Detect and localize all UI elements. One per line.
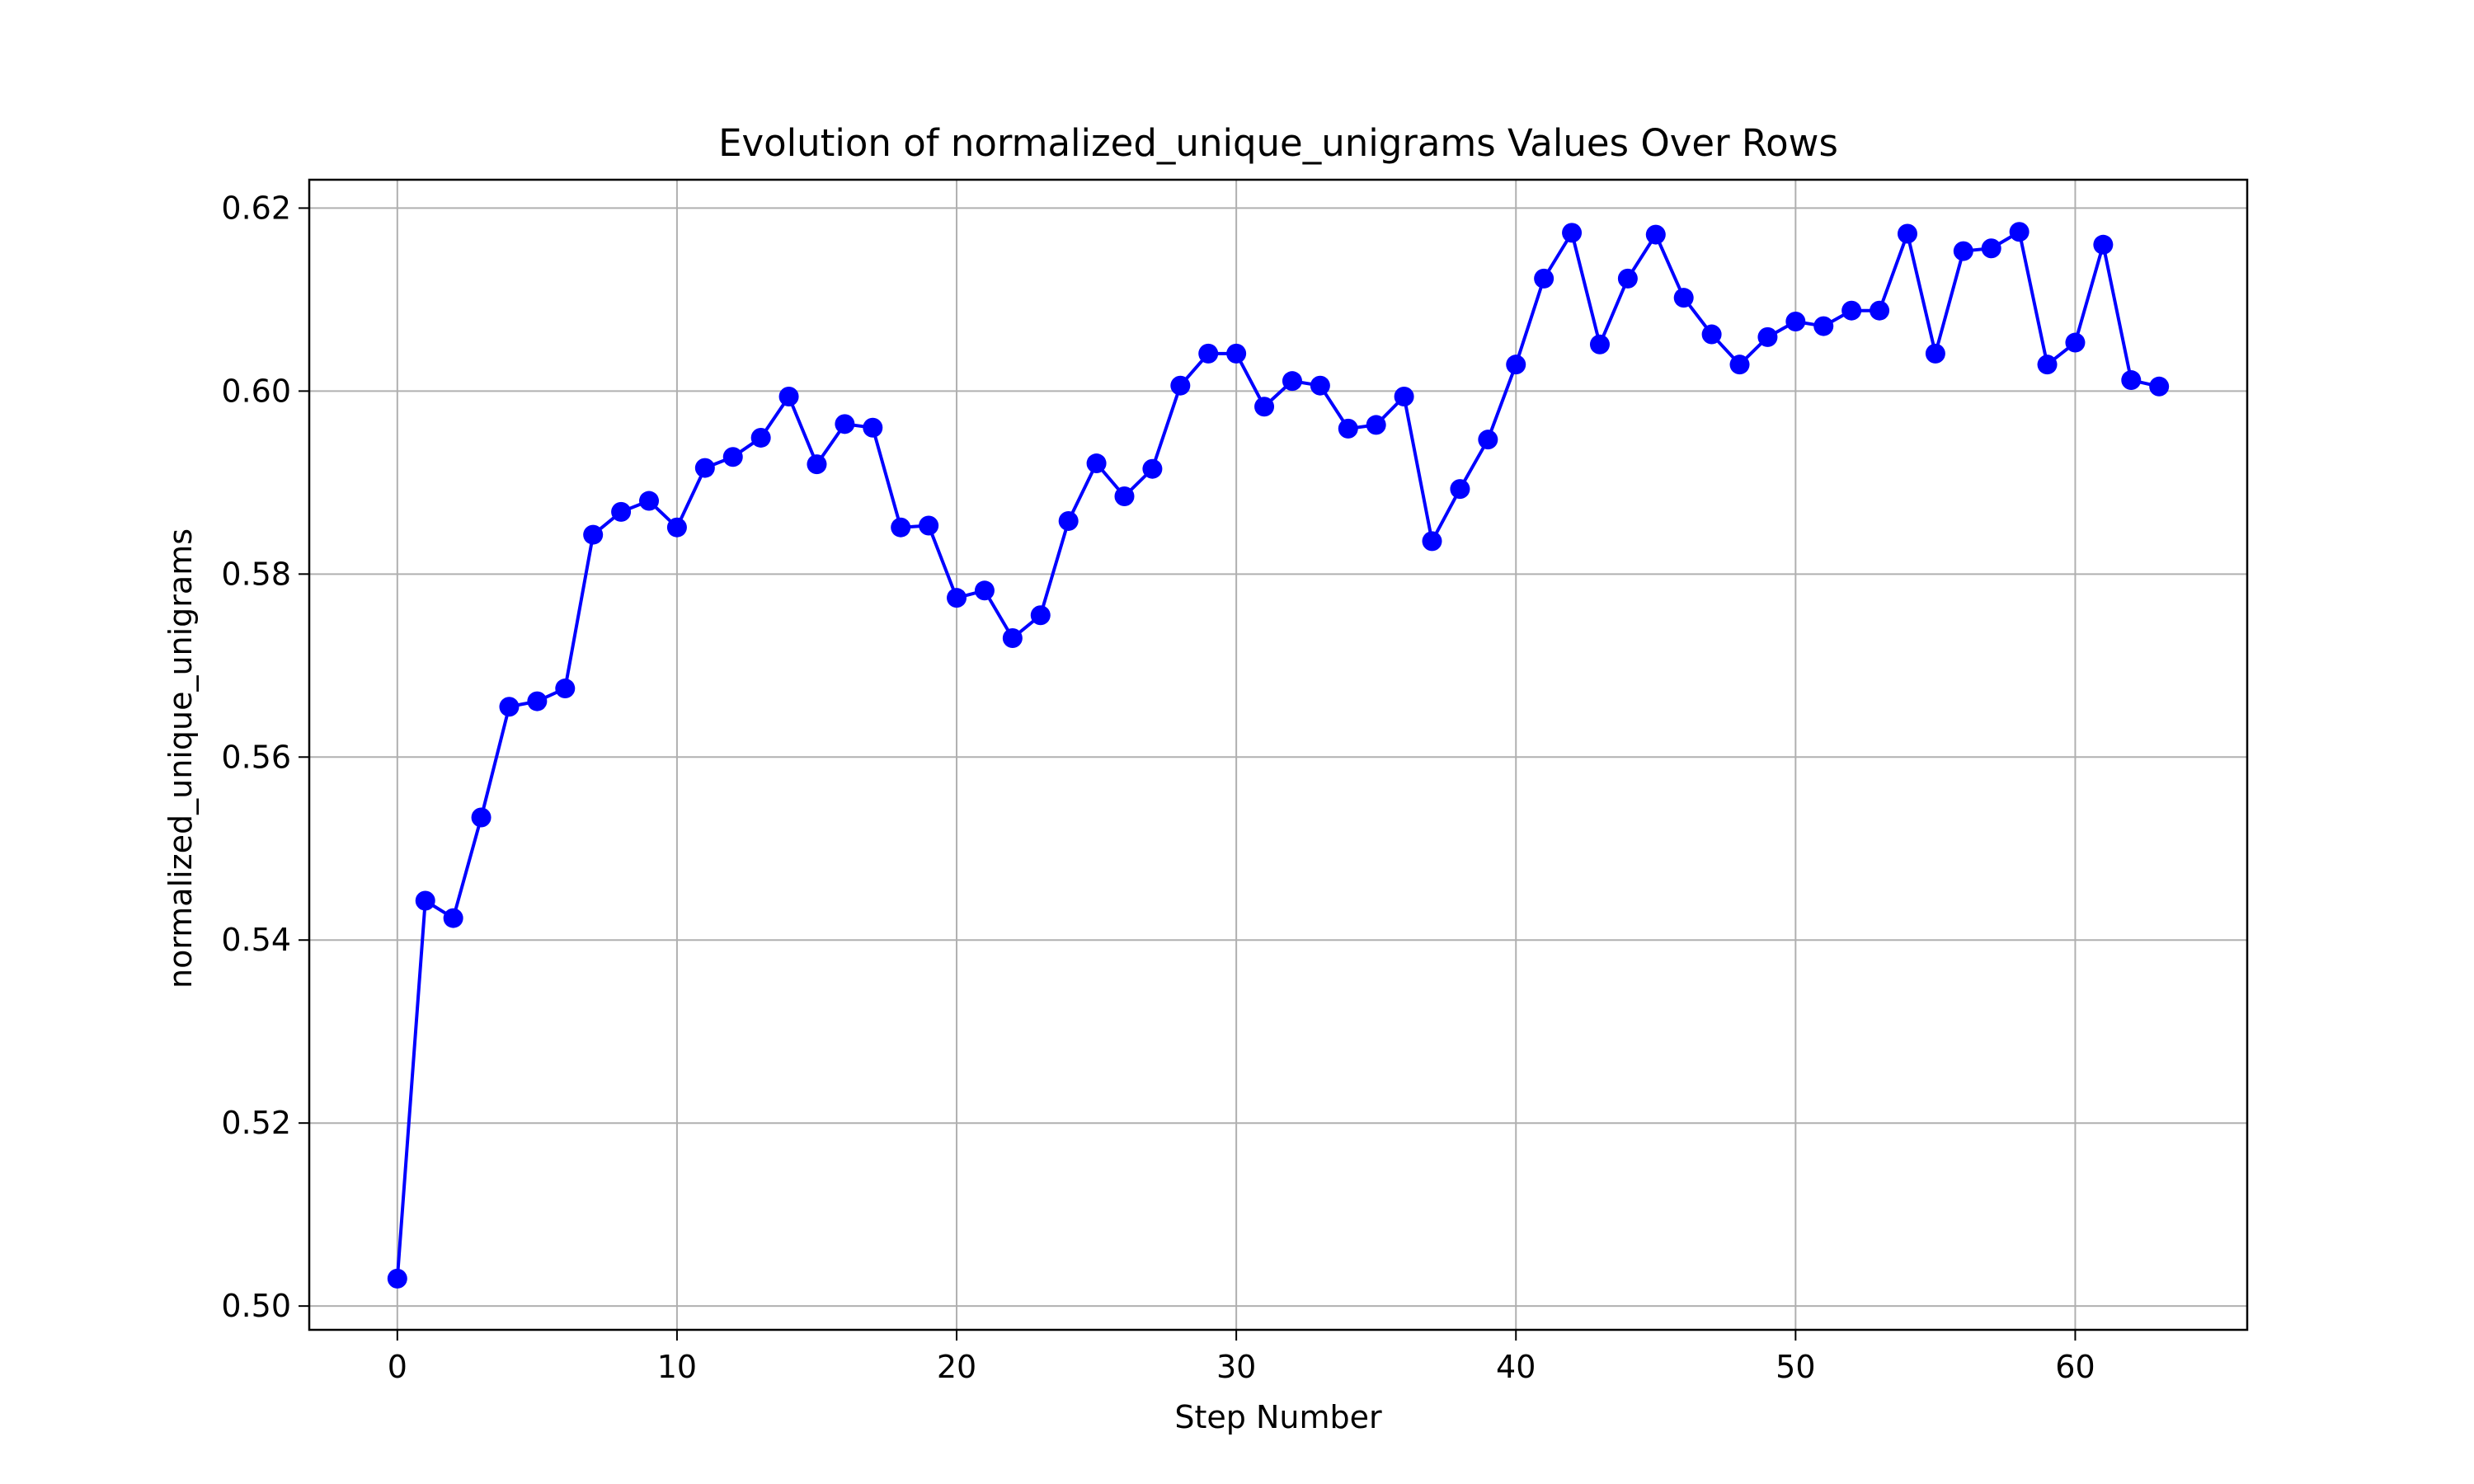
y-axis-label: normalized_unique_unigrams bbox=[162, 528, 199, 989]
data-point bbox=[1366, 415, 1386, 435]
plot-frame bbox=[308, 178, 2249, 1331]
chart-title: Evolution of normalized_unique_unigrams … bbox=[718, 121, 1838, 165]
data-point bbox=[1673, 288, 1694, 308]
data-point bbox=[919, 515, 939, 536]
x-tick-label: 30 bbox=[1216, 1349, 1256, 1385]
y-tick-label: 0.60 bbox=[221, 373, 291, 409]
data-point bbox=[1589, 334, 1610, 355]
data-point bbox=[1813, 316, 1834, 336]
x-axis-label: Step Number bbox=[1174, 1399, 1382, 1435]
data-point bbox=[1058, 510, 1079, 531]
data-point bbox=[583, 524, 604, 545]
series-points bbox=[387, 222, 2170, 1289]
data-point bbox=[1170, 375, 1191, 396]
data-point bbox=[863, 417, 883, 438]
x-tick-label: 0 bbox=[388, 1349, 407, 1385]
x-tick-label: 20 bbox=[937, 1349, 976, 1385]
data-point bbox=[1925, 343, 1945, 364]
y-tick-label: 0.50 bbox=[221, 1288, 291, 1324]
data-point bbox=[1226, 343, 1247, 364]
data-point bbox=[2149, 376, 2170, 397]
data-point bbox=[947, 588, 967, 608]
y-axis-ticks: 0.50 0.52 0.54 0.56 0.58 0.60 0.62 bbox=[221, 190, 309, 1324]
data-point bbox=[499, 697, 520, 717]
data-point bbox=[1870, 300, 1890, 321]
y-tick-label: 0.56 bbox=[221, 739, 291, 775]
data-point bbox=[1617, 268, 1638, 289]
data-point bbox=[1478, 430, 1498, 450]
data-point bbox=[1422, 531, 1442, 552]
data-point bbox=[1282, 371, 1302, 392]
data-point bbox=[639, 491, 660, 511]
data-point bbox=[2037, 355, 2058, 375]
data-point bbox=[694, 458, 715, 478]
data-point bbox=[1506, 355, 1526, 375]
data-point bbox=[1002, 628, 1023, 649]
data-point bbox=[1757, 326, 1778, 347]
data-point bbox=[1450, 479, 1470, 500]
data-point bbox=[527, 691, 548, 711]
data-point bbox=[2065, 332, 2086, 353]
data-point bbox=[722, 447, 743, 467]
data-point bbox=[1338, 418, 1358, 439]
y-tick-label: 0.52 bbox=[221, 1105, 291, 1141]
data-point bbox=[1114, 486, 1135, 506]
data-point bbox=[611, 501, 632, 522]
x-tick-label: 60 bbox=[2055, 1349, 2095, 1385]
data-point bbox=[1198, 343, 1219, 364]
x-axis-ticks: 0 10 20 30 40 50 60 bbox=[388, 1330, 2095, 1385]
series-lines bbox=[395, 230, 2160, 1279]
data-point bbox=[1310, 375, 1330, 396]
x-tick-label: 10 bbox=[657, 1349, 697, 1385]
y-tick-label: 0.62 bbox=[221, 190, 291, 226]
data-point bbox=[1394, 387, 1414, 407]
data-point bbox=[666, 517, 687, 538]
data-point bbox=[1897, 223, 1917, 244]
data-point bbox=[1981, 238, 2001, 259]
data-point bbox=[1534, 268, 1554, 289]
data-point bbox=[2121, 370, 2142, 391]
data-point bbox=[443, 908, 463, 928]
y-tick-label: 0.58 bbox=[221, 556, 291, 592]
data-point bbox=[387, 1268, 407, 1289]
data-point bbox=[750, 427, 771, 448]
data-point bbox=[1785, 312, 1806, 332]
data-point bbox=[555, 679, 576, 699]
grid bbox=[309, 180, 2247, 1330]
data-point bbox=[974, 580, 995, 601]
x-tick-label: 40 bbox=[1496, 1349, 1536, 1385]
data-point bbox=[807, 454, 827, 475]
data-point bbox=[891, 517, 911, 538]
y-tick-label: 0.54 bbox=[221, 922, 291, 958]
data-point bbox=[471, 807, 492, 828]
data-point bbox=[1729, 355, 1750, 375]
data-point bbox=[835, 414, 855, 434]
x-tick-label: 50 bbox=[1776, 1349, 1815, 1385]
data-point bbox=[1701, 324, 1722, 345]
data-point bbox=[1142, 458, 1163, 479]
data-point bbox=[1562, 223, 1583, 243]
data-point bbox=[415, 890, 435, 911]
data-point bbox=[2093, 234, 2114, 255]
data-point bbox=[1841, 300, 1862, 321]
data-point bbox=[2009, 222, 2030, 242]
data-point bbox=[1254, 397, 1275, 417]
data-point bbox=[778, 387, 799, 407]
data-point bbox=[1030, 605, 1051, 626]
series-line bbox=[395, 230, 2160, 1279]
data-point bbox=[1086, 453, 1107, 474]
data-point bbox=[1645, 224, 1666, 245]
data-point bbox=[1953, 241, 1973, 261]
